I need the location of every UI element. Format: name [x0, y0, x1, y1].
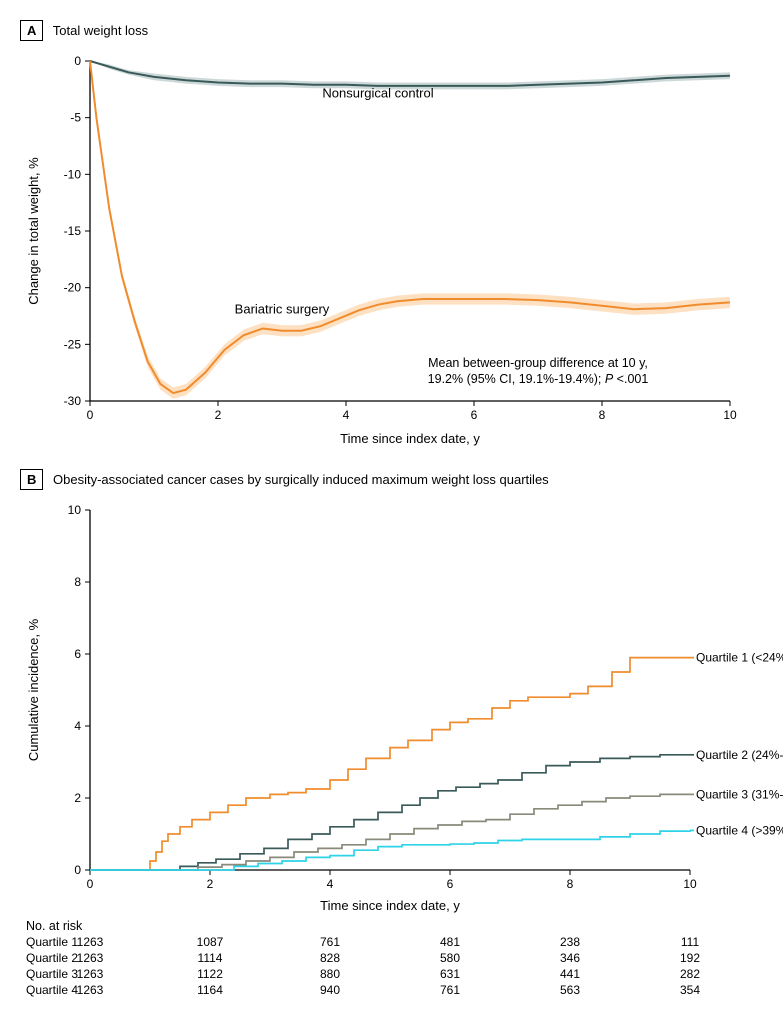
svg-text:Bariatric surgery: Bariatric surgery — [235, 302, 330, 317]
svg-text:Time since index date, y: Time since index date, y — [320, 898, 460, 913]
svg-text:Quartile 4 (>39% body weight): Quartile 4 (>39% body weight) — [696, 823, 783, 837]
svg-text:Quartile 2 (24%-31% body weigh: Quartile 2 (24%-31% body weight) — [696, 748, 783, 762]
svg-text:2: 2 — [215, 408, 222, 422]
panel-a-chart: 0 -5 -10 -15 -20 -25 -30 0 2 4 6 8 10 Time since inde… — [20, 51, 763, 449]
svg-text:940: 940 — [320, 983, 340, 997]
svg-text:1164: 1164 — [197, 983, 223, 997]
svg-text:Nonsurgical control: Nonsurgical control — [322, 85, 433, 100]
panel-b-title: Obesity-associated cancer cases by surgi… — [53, 472, 549, 487]
svg-text:761: 761 — [320, 935, 340, 949]
svg-text:828: 828 — [320, 951, 340, 965]
svg-text:0: 0 — [87, 408, 94, 422]
svg-text:1263: 1263 — [77, 951, 104, 965]
svg-text:1263: 1263 — [77, 967, 104, 981]
svg-text:19.2% (95% CI, 19.1%-19.4%); P: 19.2% (95% CI, 19.1%-19.4%); P <.001 — [428, 372, 649, 386]
svg-text:1114: 1114 — [198, 951, 223, 965]
svg-text:Quartile 3 (31%-39% body weigh: Quartile 3 (31%-39% body weight) — [696, 787, 783, 801]
svg-text:4: 4 — [74, 719, 81, 733]
svg-text:No. at risk: No. at risk — [26, 919, 83, 933]
svg-text:346: 346 — [560, 951, 580, 965]
svg-text:Change in total weight, %: Change in total weight, % — [26, 157, 41, 305]
svg-text:4: 4 — [343, 408, 350, 422]
panel-a-title: Total weight loss — [53, 23, 148, 38]
svg-text:8: 8 — [567, 877, 574, 891]
panel-b-chart: 0 2 4 6 8 10 0 2 4 6 8 10 Time since index date, y Cu… — [20, 500, 763, 1004]
svg-text:354: 354 — [680, 983, 700, 997]
svg-text:481: 481 — [440, 935, 460, 949]
svg-text:2: 2 — [207, 877, 214, 891]
svg-text:6: 6 — [447, 877, 454, 891]
svg-text:Quartile 2: Quartile 2 — [26, 951, 78, 965]
svg-text:580: 580 — [440, 951, 460, 965]
svg-text:Quartile 3: Quartile 3 — [26, 967, 78, 981]
svg-text:-30: -30 — [64, 394, 82, 408]
svg-text:1122: 1122 — [197, 967, 223, 981]
panel-b-label: B — [20, 469, 43, 490]
svg-text:Quartile 1 (<24% body weight): Quartile 1 (<24% body weight) — [696, 651, 783, 665]
svg-text:Quartile 1: Quartile 1 — [26, 935, 78, 949]
svg-text:1263: 1263 — [77, 935, 104, 949]
svg-text:2: 2 — [74, 791, 81, 805]
svg-text:441: 441 — [560, 967, 580, 981]
svg-text:8: 8 — [74, 575, 81, 589]
svg-text:1087: 1087 — [197, 935, 224, 949]
svg-text:0: 0 — [74, 54, 81, 68]
svg-text:0: 0 — [87, 877, 94, 891]
svg-text:631: 631 — [440, 967, 460, 981]
svg-text:10: 10 — [723, 408, 737, 422]
svg-text:-15: -15 — [64, 224, 82, 238]
svg-text:880: 880 — [320, 967, 340, 981]
svg-text:Cumulative incidence, %: Cumulative incidence, % — [26, 618, 41, 761]
svg-text:10: 10 — [68, 503, 82, 517]
svg-text:10: 10 — [683, 877, 697, 891]
svg-text:4: 4 — [327, 877, 334, 891]
svg-text:8: 8 — [599, 408, 606, 422]
panel-a-label: A — [20, 20, 43, 41]
svg-text:6: 6 — [471, 408, 478, 422]
svg-text:-10: -10 — [64, 167, 82, 181]
svg-text:238: 238 — [560, 935, 580, 949]
svg-text:192: 192 — [680, 951, 700, 965]
svg-text:282: 282 — [680, 967, 700, 981]
svg-text:-25: -25 — [64, 337, 82, 351]
panel-a-header: A Total weight loss — [20, 20, 763, 41]
svg-text:Mean between-group difference: Mean between-group difference at 10 y, — [428, 356, 648, 370]
svg-text:563: 563 — [560, 983, 580, 997]
svg-text:-5: -5 — [70, 111, 81, 125]
svg-text:0: 0 — [74, 863, 81, 877]
svg-text:Time since index date, y: Time since index date, y — [340, 431, 480, 446]
svg-text:-20: -20 — [64, 281, 82, 295]
panel-b-header: B Obesity-associated cancer cases by sur… — [20, 469, 763, 490]
svg-text:761: 761 — [440, 983, 460, 997]
svg-text:6: 6 — [74, 647, 81, 661]
svg-text:111: 111 — [681, 935, 700, 949]
svg-text:1263: 1263 — [77, 983, 104, 997]
svg-text:Quartile 4: Quartile 4 — [26, 983, 78, 997]
